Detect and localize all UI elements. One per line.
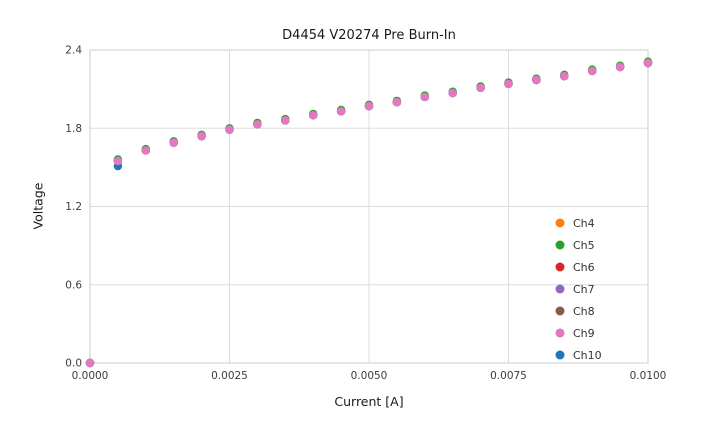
x-tick-label: 0.0100 xyxy=(630,370,667,382)
legend-marker-ch6 xyxy=(555,262,565,272)
data-point-ch9 xyxy=(364,101,374,111)
data-point-ch9 xyxy=(420,92,429,102)
legend-label-ch6: Ch6 xyxy=(573,261,595,274)
x-axis-label: Current [A] xyxy=(334,394,404,409)
x-tick-label: 0.0050 xyxy=(351,370,388,382)
legend-marker-ch8 xyxy=(555,306,565,316)
data-point-ch9 xyxy=(643,58,653,68)
data-point-ch9 xyxy=(281,116,290,125)
y-tick-label: 2.4 xyxy=(65,45,82,57)
legend-label-ch5: Ch5 xyxy=(573,239,595,252)
data-point-ch9 xyxy=(392,98,402,107)
y-tick-label: 0.6 xyxy=(65,279,82,291)
y-tick-label: 0.0 xyxy=(65,358,82,370)
data-point-ch9 xyxy=(504,79,513,89)
data-point-ch9 xyxy=(588,66,597,76)
data-point-ch9 xyxy=(336,107,346,116)
data-point-ch9 xyxy=(197,131,206,141)
data-point-ch9 xyxy=(476,83,485,93)
data-point-ch9 xyxy=(560,71,569,81)
legend-label-ch7: Ch7 xyxy=(573,283,595,296)
legend-marker-ch4 xyxy=(555,218,565,228)
legend-marker-ch9 xyxy=(555,328,565,338)
legend-marker-ch10 xyxy=(555,350,565,360)
y-tick-label: 1.8 xyxy=(65,123,82,135)
chart-title: D4454 V20274 Pre Burn-In xyxy=(282,28,456,43)
legend-label-ch10: Ch10 xyxy=(573,349,602,362)
data-point-ch9 xyxy=(309,111,318,120)
data-point-ch9 xyxy=(169,138,178,147)
legend-marker-ch5 xyxy=(555,240,565,250)
x-tick-label: 0.0000 xyxy=(72,370,109,382)
x-tick-label: 0.0025 xyxy=(211,370,248,382)
legend-label-ch8: Ch8 xyxy=(573,305,595,318)
x-tick-label: 0.0075 xyxy=(490,370,527,382)
data-point-ch9 xyxy=(532,75,541,85)
data-point-ch9 xyxy=(113,156,123,166)
plot-border xyxy=(89,49,649,364)
data-point-ch9 xyxy=(85,358,95,368)
legend-marker-ch7 xyxy=(555,284,565,294)
data-point-ch9 xyxy=(448,88,457,98)
data-point-ch9 xyxy=(615,62,625,72)
legend-label-ch4: Ch4 xyxy=(573,217,595,230)
data-point-ch9 xyxy=(253,120,262,129)
y-tick-label: 1.2 xyxy=(65,201,82,213)
legend-label-ch9: Ch9 xyxy=(573,327,595,340)
data-point-ch9 xyxy=(225,125,234,134)
data-point-ch9 xyxy=(141,146,150,155)
